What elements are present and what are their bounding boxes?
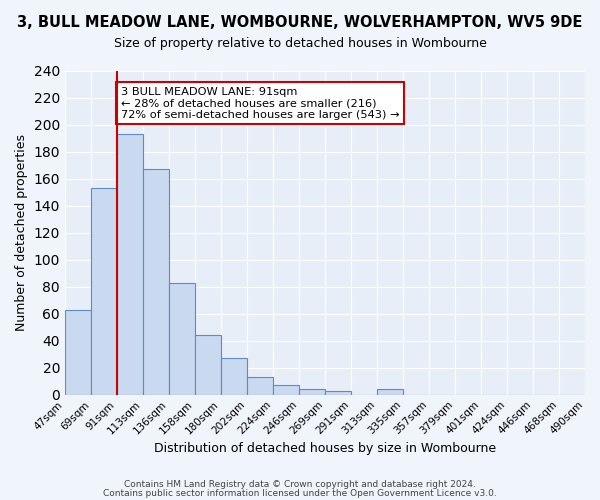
X-axis label: Distribution of detached houses by size in Wombourne: Distribution of detached houses by size … xyxy=(154,442,496,455)
Bar xyxy=(377,390,403,394)
Bar xyxy=(221,358,247,394)
Text: Contains public sector information licensed under the Open Government Licence v3: Contains public sector information licen… xyxy=(103,488,497,498)
Bar xyxy=(299,390,325,394)
Bar xyxy=(169,282,195,395)
Text: Size of property relative to detached houses in Wombourne: Size of property relative to detached ho… xyxy=(113,38,487,51)
Text: 3, BULL MEADOW LANE, WOMBOURNE, WOLVERHAMPTON, WV5 9DE: 3, BULL MEADOW LANE, WOMBOURNE, WOLVERHA… xyxy=(17,15,583,30)
Bar xyxy=(195,336,221,394)
Bar xyxy=(325,390,351,394)
Bar xyxy=(273,386,299,394)
Y-axis label: Number of detached properties: Number of detached properties xyxy=(15,134,28,331)
Bar xyxy=(247,377,273,394)
Bar xyxy=(65,310,91,394)
Text: 3 BULL MEADOW LANE: 91sqm
← 28% of detached houses are smaller (216)
72% of semi: 3 BULL MEADOW LANE: 91sqm ← 28% of detac… xyxy=(121,86,400,120)
Text: Contains HM Land Registry data © Crown copyright and database right 2024.: Contains HM Land Registry data © Crown c… xyxy=(124,480,476,489)
Bar xyxy=(143,169,169,394)
Bar xyxy=(117,134,143,394)
Bar xyxy=(91,188,117,394)
